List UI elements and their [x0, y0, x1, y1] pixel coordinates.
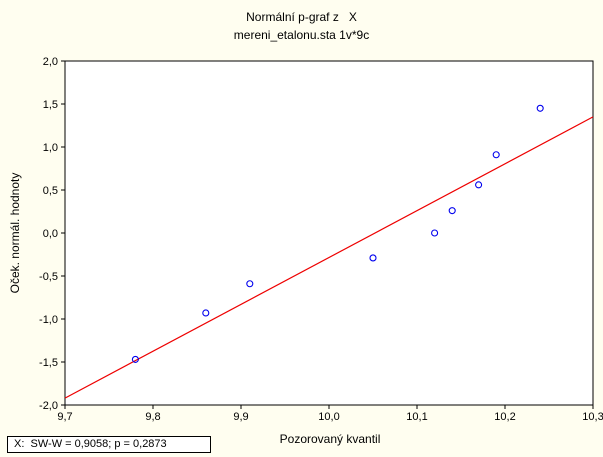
points-group — [131, 104, 544, 363]
data-point — [431, 229, 439, 237]
shapiro-wilk-stats: X: SW-W = 0,9058; p = 0,2873 — [7, 436, 211, 453]
x-tick-label: 9,8 — [145, 411, 160, 423]
data-point — [475, 181, 483, 189]
chart-title: Normální p-graf z X — [246, 10, 357, 24]
data-point — [246, 280, 254, 288]
y-tick-label: -0,5 — [39, 271, 58, 283]
data-point — [131, 355, 139, 363]
x-tick-label: 9,7 — [57, 411, 72, 423]
axes-group: 9,7 9,8 9,9 10,0 10,1 10,2 10,3 2,0 1,5 1,0 0,5 0,0… — [39, 56, 603, 423]
x-tick-label: 9,9 — [233, 411, 248, 423]
y-tick-label: 0,0 — [43, 228, 58, 240]
fit-line — [64, 116, 594, 399]
y-tick-label: -1,0 — [39, 314, 58, 326]
x-tick-label: 10,2 — [494, 411, 515, 423]
x-axis-label: Pozorovaný kvantil — [279, 432, 381, 446]
x-tick-label: 10,1 — [406, 411, 427, 423]
y-tick-label: 1,0 — [43, 142, 58, 154]
y-tick-label: 2,0 — [43, 56, 58, 68]
y-tick-label: 0,5 — [43, 185, 58, 197]
data-point — [448, 207, 456, 215]
data-point — [536, 104, 544, 112]
data-point — [202, 309, 210, 317]
data-point — [369, 254, 377, 262]
data-point — [492, 151, 500, 159]
y-axis-label: Oček. normál. hodnoty — [8, 172, 22, 294]
y-tick-label: 1,5 — [43, 99, 58, 111]
x-tick-label: 10,0 — [318, 411, 339, 423]
y-tick-label: -1,5 — [39, 357, 58, 369]
chart-subtitle: mereni_etalonu.sta 1v*9c — [233, 28, 370, 42]
fit-line-group — [64, 116, 594, 399]
x-tick-label: 10,3 — [582, 411, 603, 423]
plot-frame — [64, 60, 594, 406]
y-tick-label: -2,0 — [39, 400, 58, 412]
